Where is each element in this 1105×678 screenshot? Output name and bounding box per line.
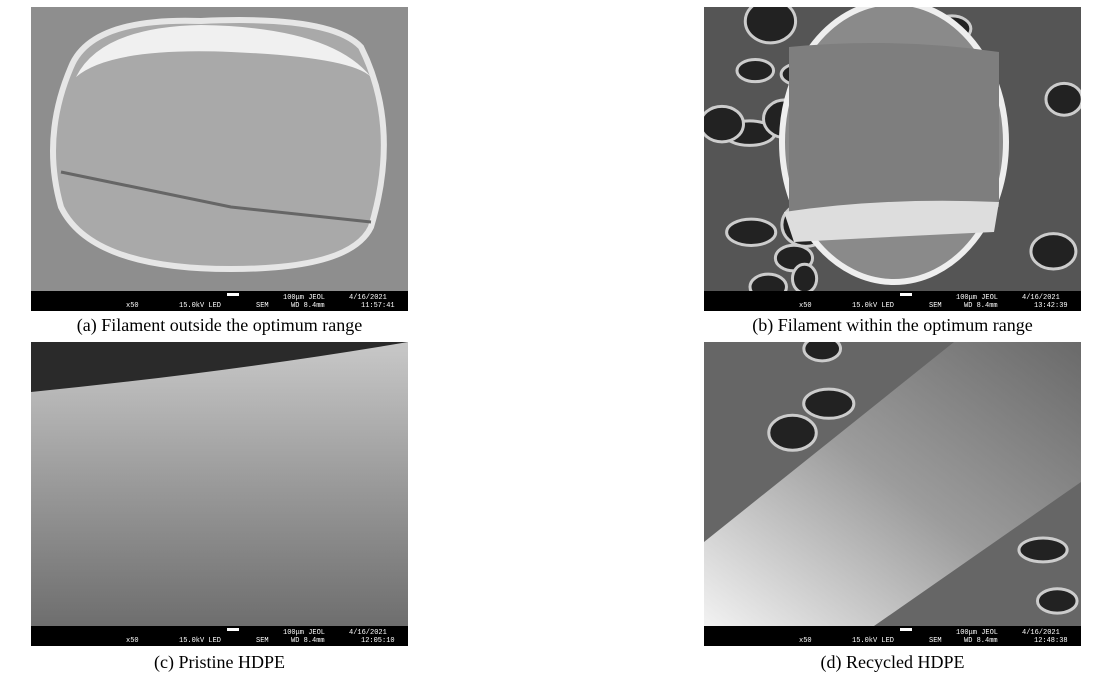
sem-info: 4/16/2021 bbox=[349, 294, 387, 302]
figure: x50 15.0kV LED SEM 100μm JEOL 4/16/2021 WD 8.… bbox=[0, 0, 1105, 678]
sem-info: 15.0kV LED bbox=[852, 637, 894, 645]
sem-image: x50 15.0kV LED SEM 100μm JEOL 4/16/2021 WD 8.… bbox=[704, 342, 1081, 646]
sem-image: x50 15.0kV LED SEM 100μm JEOL 4/16/2021 WD 8.… bbox=[31, 342, 408, 646]
sem-info: SEM bbox=[929, 302, 942, 310]
sem-info: 100μm JEOL bbox=[956, 629, 998, 637]
sem-info: 100μm JEOL bbox=[283, 294, 325, 302]
sem-image: x50 15.0kV LED SEM 100μm JEOL 4/16/2021 WD 8.… bbox=[31, 7, 408, 311]
sem-info: WD 8.4mm bbox=[964, 637, 998, 645]
sem-info: 100μm JEOL bbox=[283, 629, 325, 637]
sem-info: 4/16/2021 bbox=[1022, 629, 1060, 637]
sem-info: WD 8.4mm bbox=[964, 302, 998, 310]
sem-info: 15.0kV LED bbox=[179, 637, 221, 645]
sem-info: SEM bbox=[256, 637, 269, 645]
caption: (d) Recycled HDPE bbox=[704, 652, 1081, 673]
sem-info: WD 8.4mm bbox=[291, 302, 325, 310]
sem-info: 11:57:41 bbox=[361, 302, 395, 310]
caption: (c) Pristine HDPE bbox=[31, 652, 408, 673]
sem-info: 4/16/2021 bbox=[349, 629, 387, 637]
sem-info: 13:42:39 bbox=[1034, 302, 1068, 310]
sem-info: WD 8.4mm bbox=[291, 637, 325, 645]
sem-info: 100μm JEOL bbox=[956, 294, 998, 302]
sem-info: 12:05:10 bbox=[361, 637, 395, 645]
sem-image: x50 15.0kV LED SEM 100μm JEOL 4/16/2021 WD 8.… bbox=[704, 7, 1081, 311]
caption: (b) Filament within the optimum range bbox=[704, 315, 1081, 336]
sem-info: 15.0kV LED bbox=[852, 302, 894, 310]
sem-info: 4/16/2021 bbox=[1022, 294, 1060, 302]
sem-info: 15.0kV LED bbox=[179, 302, 221, 310]
sem-info: x50 bbox=[126, 302, 139, 310]
caption: (a) Filament outside the optimum range bbox=[31, 315, 408, 336]
sem-info: x50 bbox=[799, 302, 812, 310]
sem-info: 12:48:38 bbox=[1034, 637, 1068, 645]
sem-info: x50 bbox=[799, 637, 812, 645]
sem-info: x50 bbox=[126, 637, 139, 645]
sem-info: SEM bbox=[929, 637, 942, 645]
sem-info: SEM bbox=[256, 302, 269, 310]
